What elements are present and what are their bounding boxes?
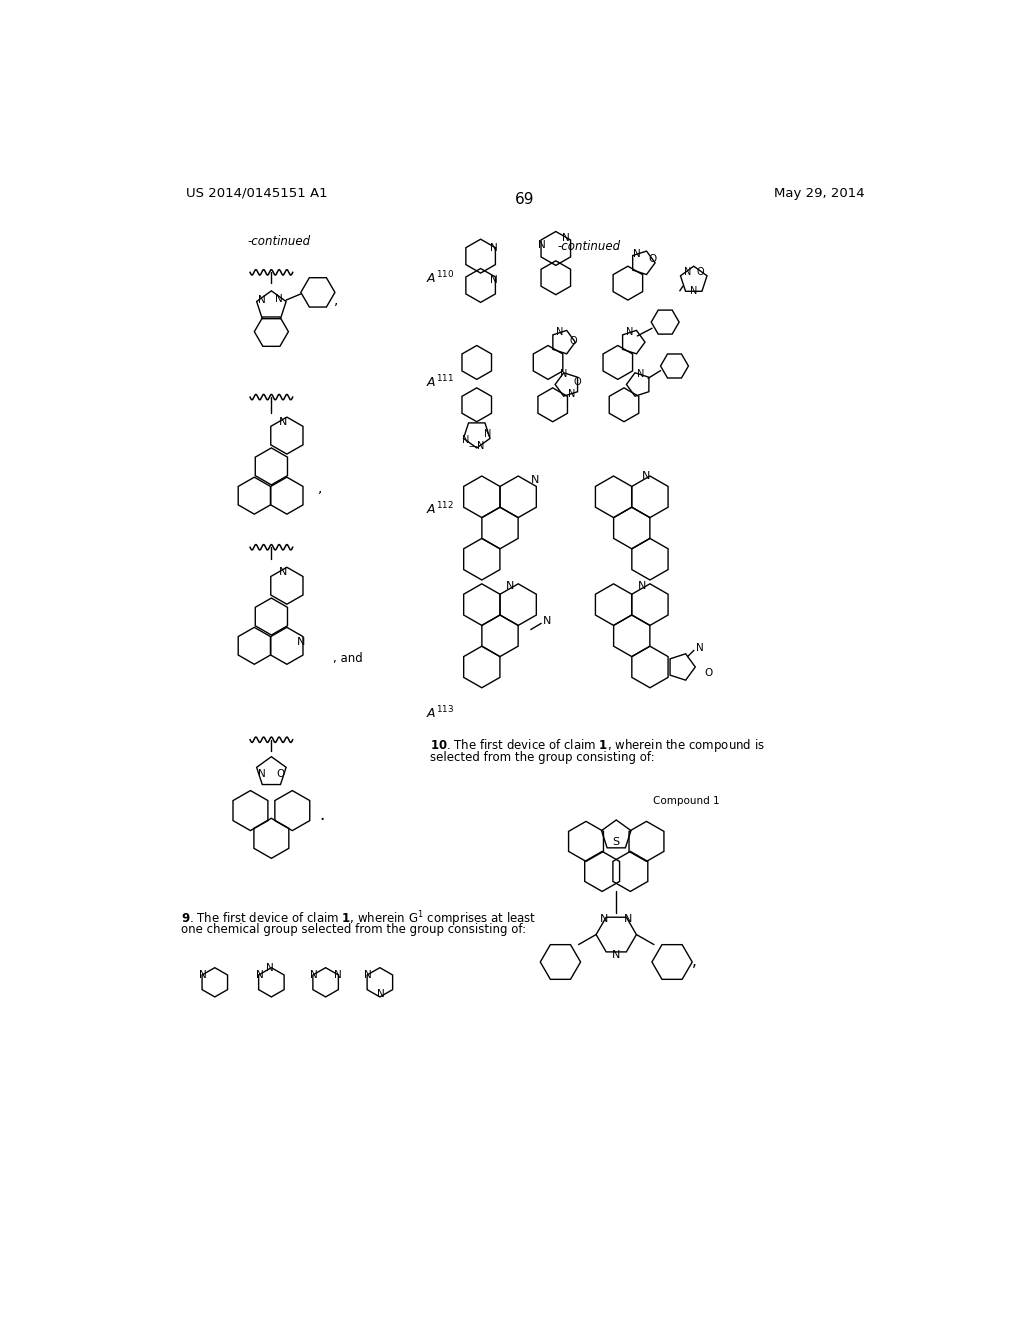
Text: N: N	[633, 248, 640, 259]
Text: N: N	[506, 581, 514, 591]
Text: $A^{112}$: $A^{112}$	[426, 500, 455, 517]
Text: 69: 69	[515, 191, 535, 207]
Text: $A^{113}$: $A^{113}$	[426, 705, 455, 721]
Text: N: N	[626, 327, 633, 337]
Text: N: N	[560, 368, 567, 379]
Text: ,: ,	[692, 954, 697, 969]
Text: $\mathbf{10}$. The first device of claim $\mathbf{1}$, wherein the compound is: $\mathbf{10}$. The first device of claim…	[430, 738, 765, 755]
Text: N: N	[258, 768, 266, 779]
Text: O: O	[648, 253, 656, 264]
Text: $\mathbf{9}$. The first device of claim $\mathbf{1}$, wherein G$^1$ comprises at: $\mathbf{9}$. The first device of claim …	[180, 909, 536, 929]
Text: O: O	[276, 768, 285, 779]
Text: N: N	[567, 388, 575, 399]
Text: O: O	[696, 268, 703, 277]
Text: N: N	[266, 962, 273, 973]
Text: N: N	[477, 441, 484, 451]
Text: US 2014/0145151 A1: US 2014/0145151 A1	[186, 186, 328, 199]
Text: N: N	[279, 566, 287, 577]
Text: N: N	[642, 471, 650, 480]
Text: $A^{111}$: $A^{111}$	[426, 374, 455, 389]
Text: -continued: -continued	[248, 235, 310, 248]
Text: N: N	[684, 268, 691, 277]
Text: N: N	[199, 970, 207, 979]
Text: N: N	[378, 989, 385, 999]
Text: , and: , and	[334, 652, 364, 665]
Text: N: N	[258, 296, 266, 305]
Text: .: .	[319, 807, 325, 824]
Text: May 29, 2014: May 29, 2014	[773, 186, 864, 199]
Text: N: N	[690, 286, 697, 296]
Text: N: N	[530, 475, 539, 486]
Text: selected from the group consisting of:: selected from the group consisting of:	[430, 751, 655, 764]
Text: N: N	[275, 293, 283, 304]
Text: N: N	[696, 643, 705, 653]
Text: N: N	[625, 913, 633, 924]
Text: N: N	[279, 417, 287, 426]
Text: N: N	[462, 436, 470, 445]
Text: O: O	[573, 378, 582, 387]
Text: N: N	[556, 327, 563, 337]
Text: N: N	[612, 949, 621, 960]
Text: N: N	[334, 970, 341, 979]
Text: ,: ,	[318, 480, 323, 495]
Text: N: N	[600, 913, 608, 924]
Text: N: N	[637, 368, 644, 379]
Text: S: S	[612, 837, 620, 846]
Text: N: N	[256, 970, 263, 979]
Text: O: O	[705, 668, 713, 678]
Text: O: O	[569, 335, 577, 346]
Text: N: N	[310, 970, 317, 979]
Text: N: N	[562, 234, 570, 243]
Text: —: —	[469, 442, 477, 451]
Text: $A^{110}$: $A^{110}$	[426, 269, 455, 286]
Text: N: N	[490, 276, 498, 285]
Text: one chemical group selected from the group consisting of:: one chemical group selected from the gro…	[180, 923, 526, 936]
Text: N: N	[365, 970, 372, 979]
Text: N: N	[539, 240, 546, 249]
Text: N: N	[544, 616, 552, 626]
Text: N: N	[637, 581, 646, 591]
Text: N: N	[484, 429, 492, 440]
Text: N: N	[490, 243, 498, 252]
Text: Compound 1: Compound 1	[652, 796, 719, 807]
Text: -continued: -continued	[557, 240, 621, 253]
Text: N: N	[297, 638, 305, 647]
Text: ,: ,	[334, 293, 339, 308]
